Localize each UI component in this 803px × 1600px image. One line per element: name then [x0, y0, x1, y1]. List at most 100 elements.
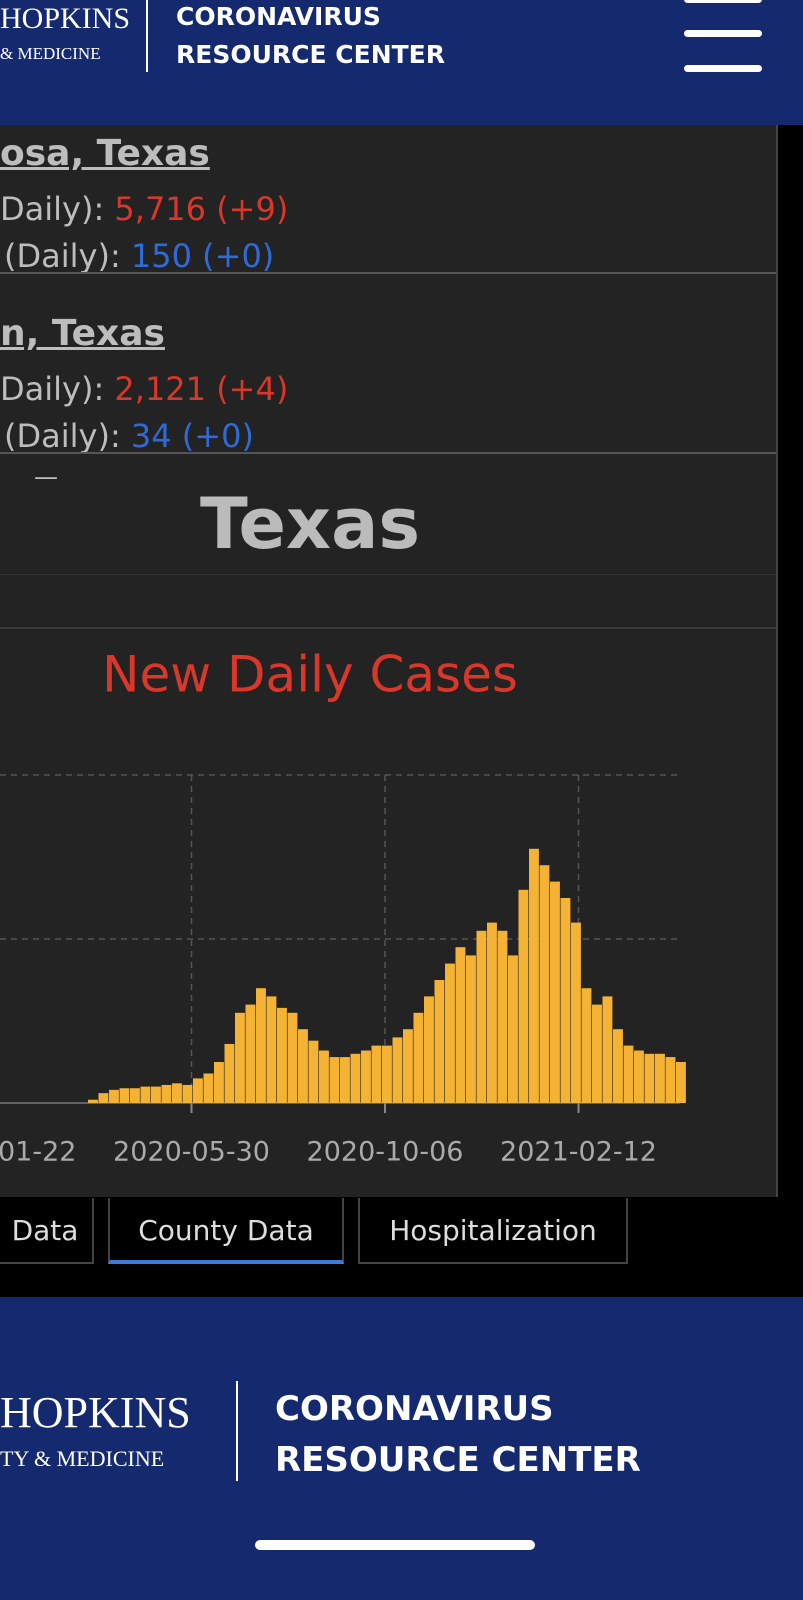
logo: HOPKINS	[0, 1388, 191, 1437]
menu-bar	[684, 30, 762, 37]
bar	[676, 1062, 686, 1103]
bar	[529, 848, 539, 1103]
bar	[109, 1089, 119, 1103]
bar	[455, 947, 466, 1103]
bar	[508, 955, 518, 1103]
tab[interactable]: Hospitalization	[358, 1198, 628, 1264]
bar	[224, 1043, 235, 1103]
label: (Daily):	[4, 237, 131, 275]
bar	[340, 1057, 350, 1103]
bar	[203, 1073, 214, 1103]
label: Daily):	[0, 190, 115, 228]
county-list: osa, Texas Daily): 5,716 (+9) (Daily): 1…	[0, 125, 776, 630]
bar	[665, 1057, 676, 1103]
x-tick-label: 2020-10-06	[307, 1137, 464, 1168]
site-title: RESOURCE CENTER	[275, 1440, 641, 1480]
x-tick-label: 2020-05-30	[113, 1137, 270, 1168]
tab[interactable]: Data	[0, 1198, 94, 1264]
tab[interactable]: County Data	[108, 1198, 344, 1264]
bar	[655, 1053, 665, 1103]
chart: New Daily Cases 2020-01-22 2020-05-30 2020…	[0, 646, 686, 1168]
label: (Daily):	[4, 417, 131, 455]
bar	[319, 1050, 329, 1103]
site-title: RESOURCE CENTER	[176, 40, 445, 69]
bar	[445, 963, 455, 1103]
bar	[350, 1053, 361, 1103]
menu-button[interactable]	[684, 0, 762, 75]
county-name[interactable]: osa, Texas	[0, 133, 210, 174]
menu-bar	[684, 0, 762, 3]
bar	[140, 1086, 151, 1103]
bar	[592, 1004, 602, 1103]
bar	[130, 1088, 140, 1103]
separator	[0, 574, 776, 575]
bar	[214, 1062, 224, 1103]
bar	[571, 922, 581, 1103]
bar	[434, 980, 445, 1103]
bar	[308, 1040, 319, 1103]
county-name[interactable]: n, Texas	[0, 313, 165, 354]
logo: & MEDICINE	[0, 44, 101, 63]
cases: 5,716 (+9)	[114, 190, 289, 228]
home-indicator	[255, 1540, 535, 1550]
bar	[193, 1078, 203, 1103]
bar	[518, 889, 529, 1103]
bar	[371, 1045, 382, 1103]
bar	[539, 865, 550, 1103]
bar	[560, 898, 571, 1103]
bar	[88, 1099, 98, 1103]
logo: TY & MEDICINE	[0, 1446, 165, 1471]
bar	[235, 1012, 245, 1103]
bar	[298, 1029, 308, 1103]
separator	[0, 452, 776, 454]
header: HOPKINS & MEDICINE CORONAVIRUS RESOURCE …	[0, 0, 803, 125]
deaths: 34 (+0)	[130, 417, 254, 455]
divider	[146, 0, 148, 72]
bar	[602, 996, 613, 1103]
menu-bar	[684, 65, 762, 72]
bar	[151, 1086, 161, 1103]
bar	[266, 996, 277, 1103]
bar	[644, 1053, 655, 1103]
bar	[550, 881, 560, 1103]
cases: 2,121 (+4)	[114, 370, 289, 408]
bar	[634, 1050, 644, 1103]
bar	[161, 1084, 172, 1103]
bar	[466, 955, 476, 1103]
deaths: 150 (+0)	[130, 237, 275, 275]
panel	[0, 125, 778, 1197]
bar	[476, 930, 487, 1103]
bar	[287, 1012, 298, 1103]
bar	[119, 1088, 130, 1103]
bar	[245, 1004, 256, 1103]
x-tick-label: 2021-02-12	[500, 1137, 657, 1168]
dash: —	[34, 463, 58, 491]
label: Daily):	[0, 370, 115, 408]
footer: HOPKINS TY & MEDICINE CORONAVIRUS RESOUR…	[0, 1297, 803, 1600]
state-title: Texas	[200, 483, 420, 565]
bar	[487, 922, 497, 1103]
bar	[392, 1037, 403, 1103]
bar	[613, 1029, 623, 1103]
bar	[182, 1084, 193, 1103]
divider	[236, 1381, 238, 1481]
bar	[581, 988, 592, 1103]
bar	[403, 1029, 413, 1103]
site-title: CORONAVIRUS	[275, 1389, 554, 1429]
bar	[329, 1057, 340, 1103]
chart-title: New Daily Cases	[102, 646, 518, 704]
separator	[0, 272, 776, 274]
site-title: CORONAVIRUS	[176, 2, 381, 31]
bar	[413, 1012, 424, 1103]
x-tick-label: 2020-01-22	[0, 1137, 76, 1168]
bar	[277, 1007, 287, 1103]
bar	[497, 930, 508, 1103]
bar	[361, 1050, 371, 1103]
bar	[382, 1045, 392, 1103]
bar	[98, 1093, 109, 1103]
bar	[256, 988, 266, 1103]
bar	[623, 1045, 634, 1103]
bar	[172, 1083, 182, 1103]
logo: HOPKINS	[0, 2, 131, 35]
